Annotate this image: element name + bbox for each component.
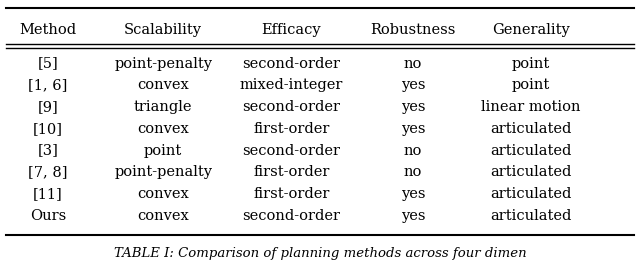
Text: Robustness: Robustness [370,24,456,37]
Text: point-penalty: point-penalty [114,57,212,70]
Text: no: no [404,165,422,179]
Text: second-order: second-order [242,100,340,114]
Text: second-order: second-order [242,209,340,223]
Text: first-order: first-order [253,187,330,201]
Text: no: no [404,57,422,70]
Text: yes: yes [401,209,425,223]
Text: [5]: [5] [38,57,58,70]
Text: convex: convex [138,187,189,201]
Text: articulated: articulated [490,187,572,201]
Text: triangle: triangle [134,100,193,114]
Text: convex: convex [138,209,189,223]
Text: Efficacy: Efficacy [261,24,321,37]
Text: Ours: Ours [30,209,66,223]
Text: articulated: articulated [490,209,572,223]
Text: [11]: [11] [33,187,63,201]
Text: convex: convex [138,78,189,92]
Text: convex: convex [138,122,189,136]
Text: [10]: [10] [33,122,63,136]
Text: no: no [404,144,422,157]
Text: linear motion: linear motion [481,100,581,114]
Text: TABLE I: Comparison of planning methods across four dimen: TABLE I: Comparison of planning methods … [114,246,526,260]
Text: first-order: first-order [253,165,330,179]
Text: yes: yes [401,100,425,114]
Text: point: point [512,57,550,70]
Text: mixed-integer: mixed-integer [239,78,343,92]
Text: yes: yes [401,78,425,92]
Text: articulated: articulated [490,122,572,136]
Text: yes: yes [401,187,425,201]
Text: [1, 6]: [1, 6] [28,78,68,92]
Text: [9]: [9] [38,100,58,114]
Text: point: point [144,144,182,157]
Text: Scalability: Scalability [124,24,202,37]
Text: point-penalty: point-penalty [114,165,212,179]
Text: first-order: first-order [253,122,330,136]
Text: articulated: articulated [490,144,572,157]
Text: point: point [512,78,550,92]
Text: Generality: Generality [492,24,570,37]
Text: yes: yes [401,122,425,136]
Text: Method: Method [19,24,77,37]
Text: [3]: [3] [38,144,58,157]
Text: second-order: second-order [242,57,340,70]
Text: [7, 8]: [7, 8] [28,165,68,179]
Text: second-order: second-order [242,144,340,157]
Text: articulated: articulated [490,165,572,179]
